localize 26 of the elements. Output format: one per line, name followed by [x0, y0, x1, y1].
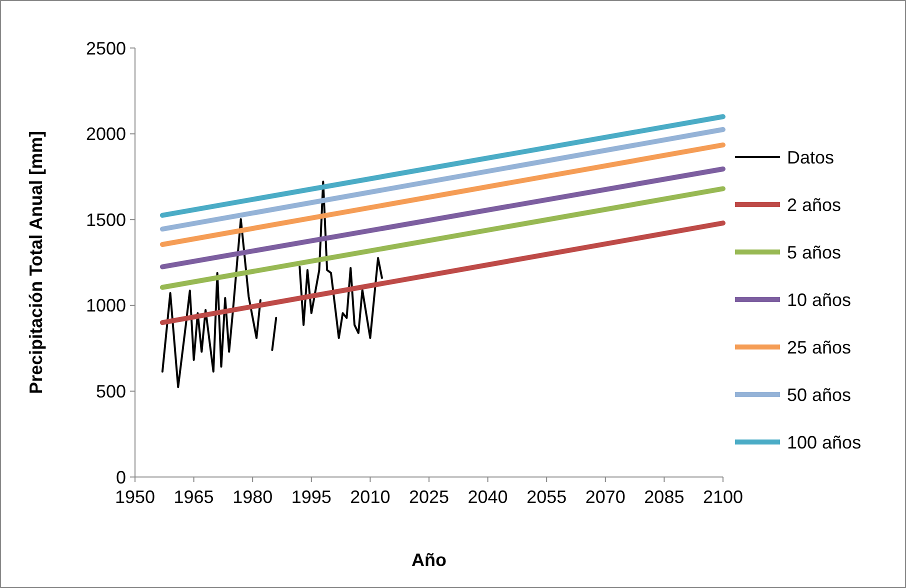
x-tick-label: 2055 — [526, 487, 567, 507]
x-tick-label: 1995 — [291, 487, 332, 507]
y-axis-title: Precipitación Total Anual [mm] — [26, 130, 46, 394]
y-tick-label: 500 — [96, 382, 126, 402]
x-axis-title: Año — [412, 550, 446, 570]
y-tick-label: 2500 — [86, 38, 126, 58]
x-tick-label: 2070 — [585, 487, 626, 507]
legend-label: Datos — [787, 147, 834, 168]
y-tick-label: 1000 — [86, 296, 126, 316]
x-tick-label: 1965 — [174, 487, 214, 507]
legend-label: 50 años — [787, 384, 852, 405]
legend-label: 5 años — [787, 242, 842, 262]
legend-label: 25 años — [787, 337, 852, 358]
x-tick-label: 1950 — [114, 487, 156, 507]
x-tick-label: 2100 — [702, 487, 744, 507]
y-tick-label: 1500 — [86, 210, 126, 230]
y-tick-label: 2000 — [86, 124, 126, 144]
x-tick-label: 2040 — [468, 487, 508, 507]
x-tick-label: 1980 — [232, 487, 273, 507]
y-tick-label: 0 — [116, 467, 126, 488]
x-tick-label: 2085 — [644, 487, 684, 507]
legend-label: 10 años — [787, 290, 852, 310]
x-tick-label: 2010 — [350, 487, 390, 507]
x-tick-label: 2025 — [408, 487, 450, 507]
legend-label: 2 años — [787, 194, 842, 215]
legend-label: 100 años — [787, 432, 862, 452]
